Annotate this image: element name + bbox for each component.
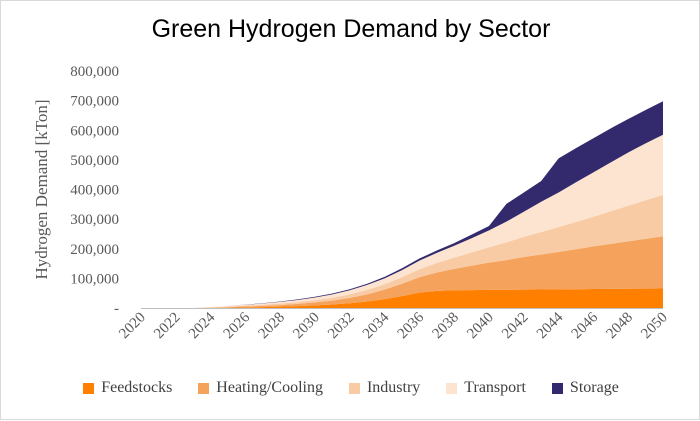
x-tick-label: 2024 [186, 309, 219, 342]
y-tick-label: 800,000 [70, 64, 119, 80]
y-tick-label: - [114, 301, 119, 317]
x-tick-label: 2028 [256, 310, 289, 343]
legend-swatch [551, 382, 563, 394]
legend-swatch [198, 382, 210, 394]
x-tick-label: 2044 [534, 309, 567, 342]
legend-label: Feedstocks [101, 379, 173, 396]
area-feedstocks [141, 288, 663, 308]
x-tick-label: 2020 [116, 310, 149, 343]
legend-label: Industry [366, 379, 421, 396]
legend-swatch [83, 382, 95, 394]
legend-label: Heating/Cooling [216, 379, 323, 396]
x-tick-label: 2032 [325, 310, 358, 343]
area-industry [141, 194, 663, 308]
x-tick-label: 2046 [569, 309, 602, 342]
legend-label: Storage [569, 379, 619, 396]
x-tick-label: 2042 [499, 310, 532, 343]
x-tick-label: 2034 [360, 309, 393, 342]
legend-item: Heating/Cooling [198, 379, 323, 397]
legend: Feedstocks Heating/Cooling Industry Transpo… [1, 379, 700, 397]
y-tick-label: 300,000 [70, 212, 119, 228]
y-tick-label: 700,000 [70, 94, 119, 110]
x-tick-label: 2038 [430, 310, 463, 343]
area-transport [141, 134, 663, 308]
x-tick-label: 2022 [151, 310, 184, 343]
x-tick-label: 2026 [221, 309, 254, 342]
area-heating-cooling [141, 236, 663, 308]
y-tick-label: 500,000 [70, 153, 119, 169]
x-tick-label: 2040 [464, 310, 497, 343]
y-tick-label: 200,000 [70, 242, 119, 258]
y-tick-label: 400,000 [70, 183, 119, 199]
legend-item: Transport [446, 379, 526, 397]
x-tick-label: 2036 [395, 309, 428, 342]
x-tick-label: 2030 [290, 310, 323, 343]
legend-swatch [348, 382, 360, 394]
legend-swatch [446, 382, 458, 394]
legend-label: Transport [464, 379, 526, 396]
legend-item: Storage [551, 379, 619, 397]
y-axis-title: Hydrogen Demand [kTon] [32, 99, 51, 279]
chart-title: Green Hydrogen Demand by Sector [151, 15, 551, 43]
y-tick-label: 600,000 [70, 123, 119, 139]
x-tick-label: 2050 [638, 310, 671, 343]
legend-item: Industry [348, 379, 421, 397]
legend-item: Feedstocks [83, 379, 172, 397]
x-tick-label: 2048 [604, 310, 637, 343]
y-tick-label: 100,000 [70, 271, 119, 287]
